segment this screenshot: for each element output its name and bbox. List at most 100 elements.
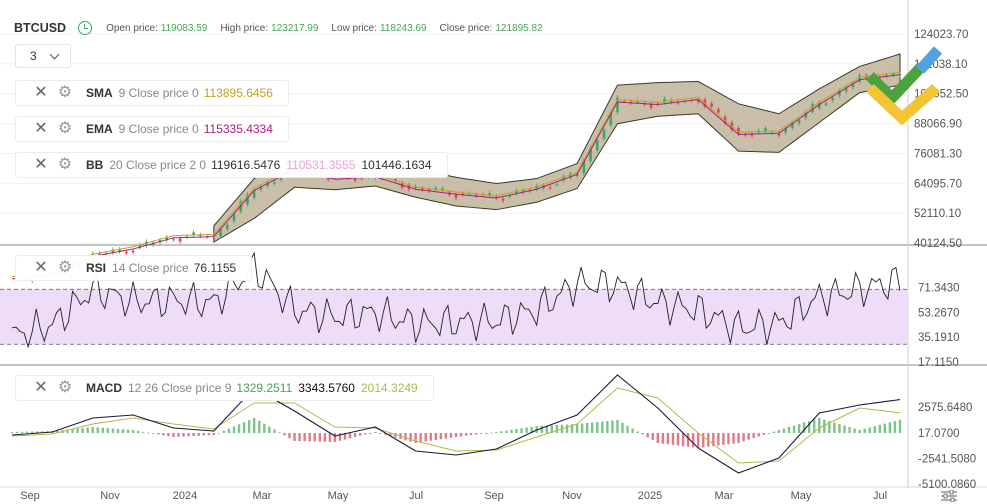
candle <box>225 224 229 230</box>
macd-histogram-bar <box>717 432 720 446</box>
candle <box>663 98 666 103</box>
candle <box>353 178 357 181</box>
macd-histogram-bar <box>308 432 311 442</box>
macd-histogram-bar <box>580 423 584 433</box>
candle <box>495 196 498 198</box>
macd-histogram-bar <box>681 432 685 447</box>
macd-histogram-bar <box>363 432 367 435</box>
candle <box>602 129 606 139</box>
bb-upper-value: 119616.5476 <box>211 158 281 172</box>
indicator-sma[interactable]: ✕ ⚙ SMA 9 Close price 0 113895.6456 <box>15 80 289 106</box>
candle <box>791 123 794 128</box>
gear-icon[interactable]: ⚙ <box>57 84 73 101</box>
macd-histogram-bar <box>823 419 826 433</box>
chart-header: BTCUSD Open price: 119083.59 High price:… <box>14 19 556 37</box>
candle <box>764 128 767 132</box>
candle <box>266 182 269 187</box>
settings-sliders-icon[interactable] <box>940 490 958 502</box>
macd-histogram-bar <box>283 432 286 436</box>
macd-histogram-bar <box>550 425 554 433</box>
macd-histogram-bar <box>41 431 44 433</box>
macd-histogram-bar <box>207 432 210 436</box>
macd-histogram-bar <box>863 428 866 433</box>
macd-histogram-bar <box>691 432 695 448</box>
macd-histogram-bar <box>636 431 639 433</box>
macd-signal-value: 2014.3249 <box>360 381 418 395</box>
candle <box>844 87 848 92</box>
indicator-name: RSI <box>86 261 107 275</box>
macd-histogram-bar <box>585 422 589 433</box>
candle <box>636 101 639 103</box>
candle <box>178 238 182 242</box>
gear-icon[interactable]: ⚙ <box>57 379 73 396</box>
candle <box>811 103 814 112</box>
interval-select[interactable]: 3 <box>15 44 71 68</box>
macd-histogram-bar <box>141 431 145 433</box>
candle <box>212 234 216 236</box>
macd-histogram-bar <box>651 432 654 441</box>
close-icon[interactable]: ✕ <box>34 84 48 101</box>
macd-histogram-bar <box>36 431 39 433</box>
macd-histogram-bar <box>404 432 407 441</box>
candle <box>118 249 121 252</box>
macd-histogram-bar <box>273 429 276 433</box>
macd-histogram-bar <box>485 432 488 434</box>
macd-histogram-bar <box>454 432 458 437</box>
y-tick-label: 64095.70 <box>914 178 962 190</box>
close-icon[interactable]: ✕ <box>34 120 48 137</box>
macd-histogram-bar <box>490 432 493 434</box>
macd-histogram-bar <box>782 428 786 433</box>
x-tick-label: 2025 <box>638 490 662 502</box>
macd-histogram-bar <box>702 432 705 448</box>
macd-histogram-bar <box>888 422 892 433</box>
close-icon[interactable]: ✕ <box>34 156 48 173</box>
y-tick-label: 35.1910 <box>918 332 960 344</box>
indicator-rsi[interactable]: ✕ ⚙ RSI 14 Close price 76.1155 <box>15 255 253 281</box>
clock-icon[interactable] <box>78 21 93 35</box>
macd-histogram-bar <box>126 429 130 433</box>
open-value: 119083.59 <box>160 22 208 34</box>
chevron-down-icon <box>49 49 60 60</box>
macd-histogram-bar <box>621 422 624 433</box>
rsi-line <box>11 251 901 349</box>
candle <box>434 187 438 190</box>
candle <box>488 192 491 195</box>
macd-histogram-bar <box>409 432 412 442</box>
indicator-bb[interactable]: ✕ ⚙ BB 20 Close price 2 0 119616.5476 11… <box>15 152 448 178</box>
macd-histogram-bar <box>646 432 649 438</box>
macd-histogram-bar <box>500 431 503 433</box>
macd-histogram-bar <box>197 432 200 436</box>
macd-histogram-bar <box>71 428 74 433</box>
macd-histogram-bar <box>676 432 680 446</box>
gear-icon[interactable]: ⚙ <box>57 156 73 173</box>
close-icon[interactable]: ✕ <box>34 259 48 276</box>
high-value: 123217.99 <box>271 22 319 34</box>
macd-histogram-bar <box>333 432 337 442</box>
macd-histogram-bar <box>545 425 549 433</box>
x-tick-label: Nov <box>100 490 120 502</box>
candle <box>468 193 471 195</box>
gear-icon[interactable]: ⚙ <box>57 120 73 137</box>
gear-icon[interactable]: ⚙ <box>57 259 73 276</box>
macd-histogram-bar <box>520 428 523 433</box>
indicator-macd[interactable]: ✕ ⚙ MACD 12 26 Close price 9 1329.2511 3… <box>15 375 434 401</box>
macd-histogram-bar <box>15 431 19 433</box>
macd-histogram-bar <box>91 426 94 433</box>
macd-histogram-bar <box>217 432 221 434</box>
macd-histogram-bar <box>111 428 115 433</box>
x-tick-label: May <box>791 490 812 502</box>
close-value: 121895.82 <box>495 22 543 34</box>
candle <box>797 120 801 124</box>
candle <box>508 195 512 197</box>
close-icon[interactable]: ✕ <box>34 379 48 396</box>
macd-histogram-bar <box>752 432 755 439</box>
indicator-name: EMA <box>86 122 113 136</box>
open-label: Open price: <box>106 22 158 34</box>
macd-histogram-bar <box>596 421 599 433</box>
macd-histogram-bar <box>722 432 725 445</box>
indicator-ema[interactable]: ✕ ⚙ EMA 9 Close price 0 115335.4334 <box>15 116 289 142</box>
macd-histogram-bar <box>30 431 34 433</box>
y-tick-label: 2575.6480 <box>918 402 972 414</box>
macd-pane <box>10 374 902 474</box>
